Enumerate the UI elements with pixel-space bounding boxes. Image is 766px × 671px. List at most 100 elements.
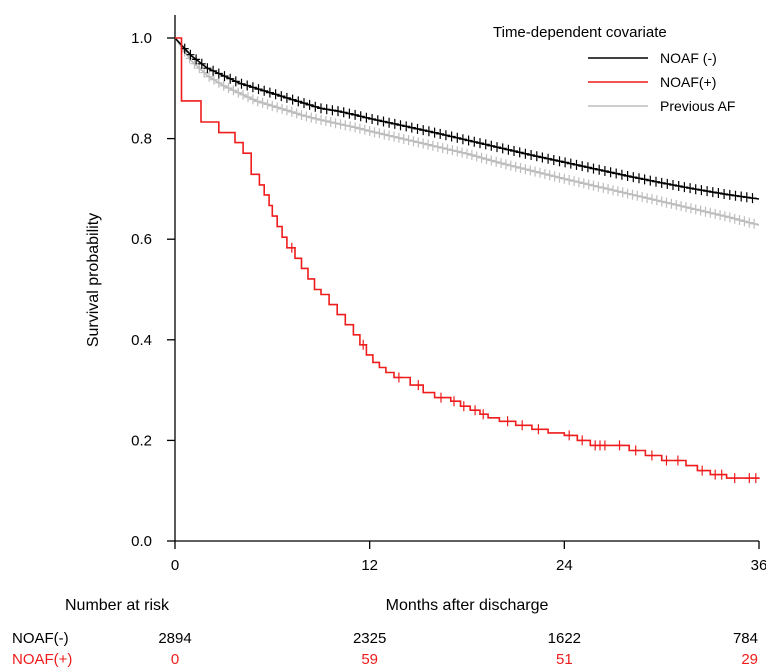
censor-mark bbox=[725, 212, 734, 223]
censor-mark bbox=[300, 98, 308, 109]
censor-mark bbox=[328, 105, 337, 116]
censor-mark bbox=[385, 117, 394, 128]
censor-mark bbox=[536, 167, 544, 178]
censor-mark bbox=[297, 110, 306, 120]
censor-mark bbox=[268, 100, 277, 111]
censor-mark bbox=[370, 127, 379, 138]
censor-mark bbox=[321, 116, 330, 126]
censor-mark bbox=[579, 178, 588, 189]
series-line-noaf bbox=[175, 37, 759, 479]
censor-mark bbox=[234, 87, 243, 98]
censor-mark bbox=[521, 148, 530, 159]
censor-mark bbox=[545, 170, 554, 181]
censor-mark bbox=[497, 158, 506, 169]
censor-mark bbox=[481, 139, 490, 150]
censor-mark bbox=[703, 186, 712, 197]
censor-mark bbox=[248, 82, 257, 93]
censor-mark bbox=[730, 473, 739, 484]
censor-mark bbox=[748, 193, 757, 204]
censor-mark bbox=[572, 159, 581, 170]
censor-mark bbox=[750, 218, 759, 229]
censor-mark bbox=[589, 163, 598, 174]
censor-mark bbox=[600, 440, 609, 451]
censor-mark bbox=[224, 83, 233, 93]
censor-mark bbox=[538, 152, 547, 163]
censor-mark bbox=[696, 205, 705, 216]
y-axis-title: Survival probability bbox=[85, 213, 102, 347]
censor-mark bbox=[441, 130, 450, 141]
censor-mark bbox=[302, 111, 311, 122]
censor-mark bbox=[248, 94, 257, 105]
y-tick-label: 1.0 bbox=[131, 30, 152, 47]
censor-mark bbox=[646, 175, 655, 186]
censor-mark bbox=[691, 184, 700, 195]
censor-mark bbox=[615, 440, 624, 451]
censor-mark bbox=[669, 180, 677, 190]
censor-mark bbox=[504, 144, 513, 155]
x-tick-label: 24 bbox=[556, 557, 573, 574]
censor-mark bbox=[673, 455, 682, 466]
censor-mark bbox=[613, 186, 622, 197]
censor-mark bbox=[453, 132, 462, 143]
censor-mark bbox=[652, 195, 661, 206]
censor-mark bbox=[243, 80, 252, 91]
censor-mark bbox=[341, 120, 350, 131]
censor-mark bbox=[612, 168, 621, 179]
censor-mark bbox=[698, 465, 707, 476]
censor-mark bbox=[404, 135, 413, 146]
censor-mark bbox=[515, 147, 524, 158]
legend-label-previous-af: Previous AF bbox=[660, 98, 735, 114]
risk-value: 0 bbox=[171, 651, 179, 668]
censor-mark bbox=[735, 215, 744, 225]
censor-mark bbox=[657, 196, 666, 207]
y-tick-label: 0.6 bbox=[131, 231, 152, 248]
censor-mark bbox=[379, 116, 388, 127]
censor-mark bbox=[531, 166, 540, 177]
censor-mark bbox=[317, 115, 325, 125]
censor-mark bbox=[511, 161, 520, 172]
censor-mark bbox=[390, 131, 398, 142]
y-tick-label: 0.8 bbox=[131, 131, 152, 148]
censor-mark bbox=[326, 117, 335, 128]
censor-mark bbox=[336, 119, 345, 130]
censor-mark bbox=[375, 128, 384, 139]
censor-mark bbox=[278, 103, 287, 114]
censor-mark bbox=[751, 473, 760, 484]
censor-mark bbox=[311, 101, 320, 112]
censor-mark bbox=[640, 174, 649, 185]
legend: Time-dependent covariate NOAF (-) NOAF(+… bbox=[493, 24, 735, 114]
censor-mark bbox=[663, 178, 672, 189]
censor-mark bbox=[459, 401, 468, 412]
censor-mark bbox=[674, 181, 683, 191]
risk-value: 59 bbox=[361, 651, 378, 668]
censor-mark bbox=[472, 151, 481, 162]
censor-mark bbox=[606, 167, 615, 178]
x-tick-label: 36 bbox=[751, 557, 766, 574]
censor-mark bbox=[380, 129, 389, 140]
censor-mark bbox=[351, 109, 360, 120]
censor-mark bbox=[282, 105, 291, 116]
censor-mark bbox=[356, 111, 365, 122]
censor-mark bbox=[237, 78, 246, 89]
censor-mark bbox=[518, 420, 527, 431]
censor-mark bbox=[589, 180, 598, 191]
censor-mark bbox=[697, 185, 706, 196]
censor-mark bbox=[287, 242, 296, 253]
y-tick-label: 0.2 bbox=[131, 432, 152, 449]
censor-mark bbox=[471, 405, 480, 416]
risk-values: 2894 2325 1622 784 0 59 51 29 bbox=[158, 630, 758, 668]
censor-mark bbox=[277, 91, 286, 102]
risk-row-label-noaf-neg: NOAF(-) bbox=[12, 630, 69, 647]
censor-mark bbox=[628, 189, 637, 200]
legend-label-noaf-neg: NOAF (-) bbox=[660, 50, 717, 66]
censor-mark bbox=[599, 182, 608, 193]
censor-mark bbox=[373, 115, 382, 126]
censor-mark bbox=[443, 144, 452, 155]
censor-mark bbox=[629, 172, 638, 183]
censor-mark bbox=[566, 158, 575, 169]
censor-mark bbox=[437, 392, 445, 403]
censor-mark bbox=[407, 122, 416, 133]
censor-mark bbox=[220, 71, 229, 82]
censor-mark bbox=[203, 63, 212, 74]
